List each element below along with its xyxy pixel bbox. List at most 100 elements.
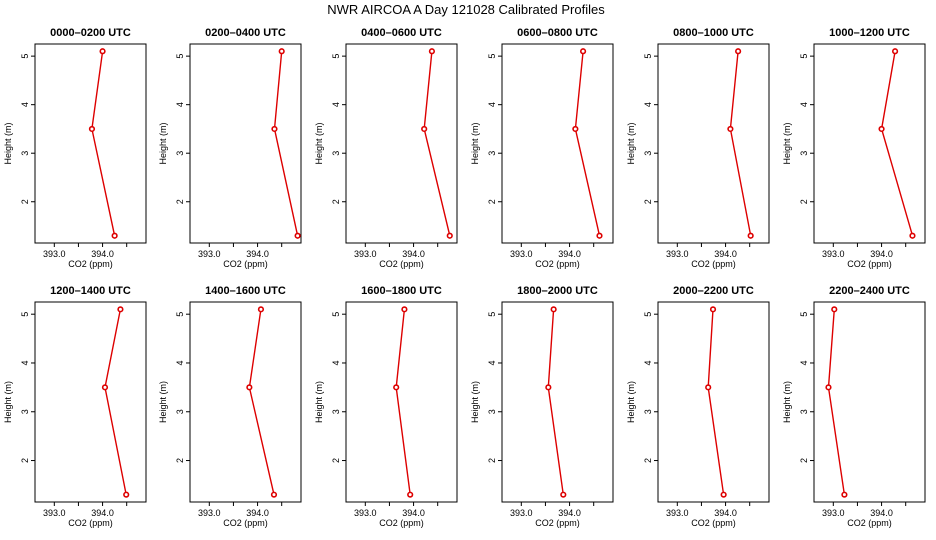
panel-title: 0200–0400 UTC <box>205 27 286 39</box>
x-tick-label: 394.0 <box>870 508 893 518</box>
y-tick-label: 2 <box>487 199 497 204</box>
y-tick-label: 3 <box>799 151 809 156</box>
data-point <box>727 125 734 133</box>
x-tick-label: 393.0 <box>822 508 845 518</box>
data-point <box>572 125 579 133</box>
x-tick-label: 394.0 <box>714 508 737 518</box>
x-axis-label: CO2 (ppm) <box>847 259 892 269</box>
x-tick-label: 393.0 <box>43 508 66 518</box>
data-point <box>891 48 899 55</box>
x-axis-label: CO2 (ppm) <box>691 518 736 528</box>
y-tick-label: 3 <box>175 409 185 414</box>
data-point <box>271 125 278 133</box>
data-point <box>117 306 124 313</box>
x-axis-label: CO2 (ppm) <box>535 518 580 528</box>
y-tick-label: 4 <box>331 102 341 107</box>
data-point <box>111 232 118 239</box>
y-tick-label: 3 <box>643 409 653 414</box>
y-tick-label: 3 <box>20 409 30 414</box>
y-tick-label: 3 <box>643 151 653 156</box>
y-axis-label: Height (m) <box>626 122 636 164</box>
y-tick-label: 5 <box>643 54 653 59</box>
y-tick-label: 4 <box>643 360 653 365</box>
y-axis-label: Height (m) <box>314 381 324 423</box>
y-tick-label: 2 <box>20 458 30 463</box>
y-tick-label: 5 <box>799 312 809 317</box>
plot-frame <box>813 301 926 503</box>
x-tick-label: 393.0 <box>354 508 377 518</box>
plot-frame <box>501 43 614 244</box>
x-axis-label: CO2 (ppm) <box>535 259 580 269</box>
panel-title: 1000–1200 UTC <box>829 27 910 39</box>
x-axis-label: CO2 (ppm) <box>68 518 113 528</box>
x-tick-label: 394.0 <box>714 249 737 259</box>
data-point <box>407 491 414 498</box>
y-axis-label: Height (m) <box>158 381 168 423</box>
data-point <box>401 306 408 313</box>
y-tick-label: 5 <box>487 312 497 317</box>
data-point <box>101 384 109 391</box>
data-point <box>278 48 285 55</box>
data-point <box>841 491 848 498</box>
x-axis-label: CO2 (ppm) <box>379 518 424 528</box>
panel-title: 1400–1600 UTC <box>205 285 286 297</box>
y-tick-label: 2 <box>331 199 341 204</box>
x-tick-label: 393.0 <box>510 508 533 518</box>
x-tick-label: 394.0 <box>870 249 893 259</box>
data-point <box>550 306 557 313</box>
x-tick-label: 393.0 <box>43 249 66 259</box>
y-tick-label: 2 <box>331 458 341 463</box>
plot-frame <box>345 43 458 244</box>
x-tick-label: 394.0 <box>91 249 114 259</box>
y-tick-label: 3 <box>487 409 497 414</box>
y-tick-label: 4 <box>20 102 30 107</box>
y-tick-label: 4 <box>487 360 497 365</box>
data-point <box>99 48 106 55</box>
x-tick-label: 393.0 <box>198 249 221 259</box>
panel-title: 2200–2400 UTC <box>829 285 910 297</box>
y-tick-label: 2 <box>20 199 30 204</box>
x-tick-label: 394.0 <box>402 508 425 518</box>
panel-title: 2000–2200 UTC <box>673 285 754 297</box>
y-tick-label: 4 <box>643 102 653 107</box>
data-point <box>446 232 453 239</box>
y-tick-label: 5 <box>20 312 30 317</box>
data-point <box>270 491 278 498</box>
y-tick-label: 3 <box>331 151 341 156</box>
data-point <box>579 48 587 55</box>
y-axis-label: Height (m) <box>3 381 13 423</box>
y-tick-label: 4 <box>799 102 809 107</box>
plot-frame <box>813 43 926 244</box>
y-tick-label: 5 <box>643 312 653 317</box>
data-point <box>596 232 603 239</box>
y-tick-label: 5 <box>175 54 185 59</box>
y-tick-label: 5 <box>20 54 30 59</box>
panel-title: 0600–0800 UTC <box>517 27 598 39</box>
panel-title: 0000–0200 UTC <box>50 27 131 39</box>
plot-frame <box>34 43 147 244</box>
y-tick-label: 5 <box>799 54 809 59</box>
y-axis-label: Height (m) <box>782 122 792 164</box>
data-point <box>735 48 742 55</box>
data-point <box>545 384 552 391</box>
x-tick-label: 393.0 <box>666 508 689 518</box>
y-tick-label: 3 <box>487 151 497 156</box>
panel-title: 0800–1000 UTC <box>673 27 754 39</box>
y-tick-label: 4 <box>487 102 497 107</box>
panel-title: 1200–1400 UTC <box>50 285 131 297</box>
y-tick-label: 5 <box>331 54 341 59</box>
plot-frame <box>189 43 302 244</box>
data-point <box>709 306 717 313</box>
x-tick-label: 394.0 <box>558 249 581 259</box>
x-tick-label: 393.0 <box>510 249 533 259</box>
y-tick-label: 2 <box>799 458 809 463</box>
y-tick-label: 4 <box>799 360 809 365</box>
